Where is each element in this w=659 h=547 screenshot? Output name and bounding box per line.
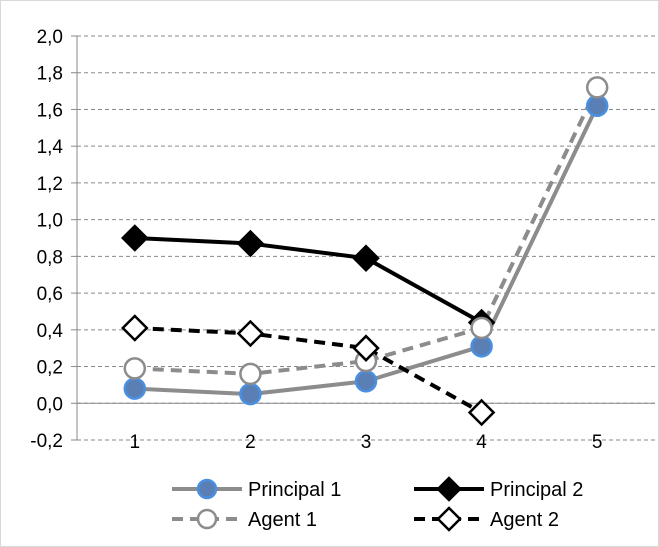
data-point [239,362,262,386]
legend-label: Principal 2 [490,479,583,501]
series-line [134,325,483,415]
y-tick-label: 1,4 [37,137,64,158]
data-point [467,398,496,427]
y-tick-label: 1,0 [37,211,63,232]
legend-label: Agent 2 [490,509,559,531]
y-tick-label: 1,2 [37,174,63,195]
x-tick-labels: 1 2 3 4 5 [130,432,603,453]
legend: Principal 1 Principal 2 Agent 1 Agent 2 [172,476,583,532]
data-point [196,508,218,530]
data-point [123,377,147,400]
data-point [123,357,147,380]
legend-label: Agent 1 [248,509,317,531]
data-point [436,506,462,532]
series-markers [121,76,609,427]
series-line [134,86,600,376]
data-point [585,94,609,118]
data-point [354,369,378,393]
legend-label: Principal 1 [248,479,341,501]
x-tick-label: 3 [361,432,372,453]
data-point [121,314,149,342]
y-tick-label: 0,4 [37,321,64,342]
x-tick-label: 1 [130,432,141,453]
data-point [470,316,493,340]
axes [71,35,655,441]
y-tick-label: 0,0 [37,394,63,415]
data-point [352,334,380,362]
y-tick-label: 2,0 [37,27,63,48]
y-tick-label: 1,8 [37,64,63,85]
data-point [436,476,462,502]
data-point [239,382,262,406]
data-point [121,224,149,252]
y-tick-labels: -0,2 0,0 0,2 0,4 0,6 0,8 1,0 1,2 1,4 1,6 1,8 2,0 [30,27,63,452]
x-tick-label: 4 [476,432,487,453]
data-point [196,478,218,500]
y-tick-label: 1,6 [37,100,63,121]
x-tick-label: 2 [245,432,256,453]
data-point [585,76,609,99]
series-line [134,236,483,325]
x-tick-label: 5 [592,432,603,453]
data-point [236,319,265,348]
y-tick-label: -0,2 [30,431,63,452]
y-tick-label: 0,8 [37,247,63,268]
data-point [352,244,380,272]
y-tick-label: 0,6 [37,284,63,305]
data-point [236,229,265,258]
y-tick-label: 0,2 [37,358,63,379]
data-point [470,335,493,358]
